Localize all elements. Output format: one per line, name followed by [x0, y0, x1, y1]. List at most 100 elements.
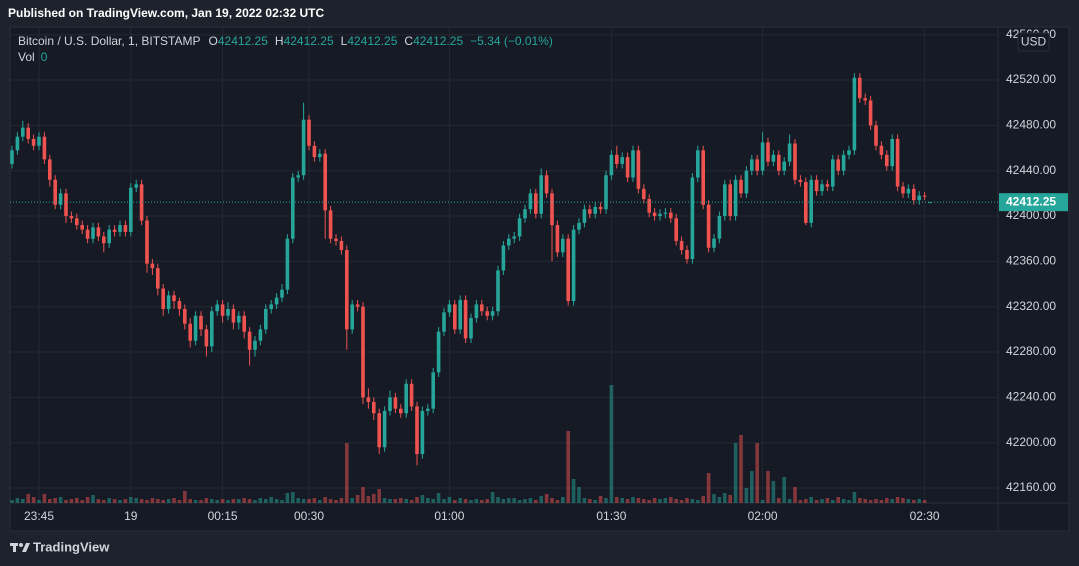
volume-bar	[453, 500, 457, 503]
candle-body	[123, 225, 128, 232]
volume-bar	[318, 500, 322, 503]
volume-bar	[328, 499, 333, 503]
volume-bar	[777, 498, 781, 503]
candle-body	[712, 238, 716, 248]
candle-body	[409, 383, 414, 407]
volume-bar	[96, 499, 101, 503]
candle-body	[226, 308, 230, 316]
candle-body	[485, 311, 489, 316]
y-tick-label: 42400.00	[1006, 208, 1056, 222]
y-tick-label: 42160.00	[1006, 480, 1056, 494]
volume-bar	[166, 499, 171, 503]
candle-body	[10, 150, 14, 164]
candle-body	[253, 340, 257, 350]
volume-bar	[496, 497, 500, 503]
candle-body	[868, 100, 873, 126]
volume-bar	[188, 499, 192, 503]
volume-bar	[80, 500, 84, 503]
volume-bar	[485, 499, 489, 503]
candle-body	[129, 187, 133, 232]
x-tick-label: 01:30	[596, 509, 626, 523]
last-price-badge	[999, 193, 1068, 212]
candle-body	[561, 238, 565, 253]
volume-bar	[339, 498, 344, 503]
candle-body	[172, 295, 176, 302]
volume-bar	[107, 498, 111, 503]
ohlc-label: L	[341, 34, 348, 48]
ohlc-value: 42412.25	[347, 34, 397, 48]
volume-bar	[31, 497, 36, 503]
x-tick-label: 19	[124, 509, 138, 523]
volume-bar	[658, 499, 662, 503]
volume-bar	[85, 497, 90, 503]
volume-bar	[242, 498, 246, 503]
volume-bar	[593, 500, 597, 503]
volume-bar	[512, 498, 516, 503]
candle-body	[64, 193, 68, 217]
candle-body	[669, 212, 673, 219]
candle-body	[231, 308, 236, 323]
volume-bar	[814, 500, 819, 503]
volume-bar	[215, 500, 219, 503]
candle-body	[453, 304, 457, 330]
volume-bar	[631, 497, 635, 503]
candle-layer	[10, 73, 998, 466]
candle-body	[885, 154, 889, 167]
logo	[10, 543, 30, 552]
candle-body	[490, 311, 495, 316]
candle-body	[350, 304, 354, 330]
candle-body	[604, 175, 608, 210]
candle-body	[825, 184, 830, 187]
volume-value: 0	[41, 50, 48, 64]
candle-body	[85, 229, 90, 239]
volume-bar	[912, 500, 916, 503]
candle-body	[75, 218, 79, 226]
volume-bar	[420, 495, 425, 503]
volume-bar	[436, 493, 441, 503]
volume-bar	[696, 500, 700, 503]
candle-body	[382, 410, 387, 448]
candle-body	[345, 250, 349, 330]
candle-body	[366, 397, 371, 402]
candle-body	[436, 331, 441, 373]
volume-bar	[625, 499, 630, 503]
candle-body	[663, 212, 668, 214]
chart-frame	[9, 26, 1070, 532]
candle-body	[26, 127, 30, 139]
axis-layer: 42160.00 42200.00 42240.00 42280.00 42320.00…	[24, 27, 1068, 523]
volume-bar	[787, 499, 792, 503]
currency-badge	[1017, 32, 1050, 52]
candle-body	[474, 304, 479, 319]
currency-label: USD	[1021, 35, 1047, 49]
volume-bar	[804, 499, 808, 503]
volume-bar	[301, 499, 306, 503]
volume-bar	[431, 499, 435, 503]
volume-bar	[393, 499, 398, 503]
volume-bar	[507, 498, 511, 503]
volume-bar	[91, 495, 95, 503]
volume-bar	[706, 473, 711, 503]
volume-bar	[517, 500, 522, 503]
volume-bar	[172, 498, 176, 503]
candle-body	[469, 318, 473, 339]
volume-bar	[253, 500, 257, 503]
y-tick-label: 42200.00	[1006, 435, 1056, 449]
volume-bar	[280, 500, 284, 503]
volume-bar	[145, 500, 149, 503]
volume-bar	[37, 500, 41, 503]
x-tick-label: 02:30	[910, 509, 940, 523]
candle-body	[183, 308, 187, 324]
volume-bar	[274, 499, 279, 503]
logo-mark	[19, 543, 23, 547]
volume-bar	[226, 500, 230, 503]
candle-body	[150, 263, 155, 269]
footer-brand: TradingView	[33, 539, 110, 554]
volume-bar	[118, 500, 122, 503]
volume-bar	[409, 500, 414, 503]
volume-bar	[550, 498, 554, 503]
candle-body	[615, 154, 619, 164]
last-price-label: 42412.25	[1006, 194, 1056, 208]
candle-body	[339, 240, 344, 251]
volume-bar	[350, 498, 354, 503]
volume-bar	[766, 471, 770, 503]
